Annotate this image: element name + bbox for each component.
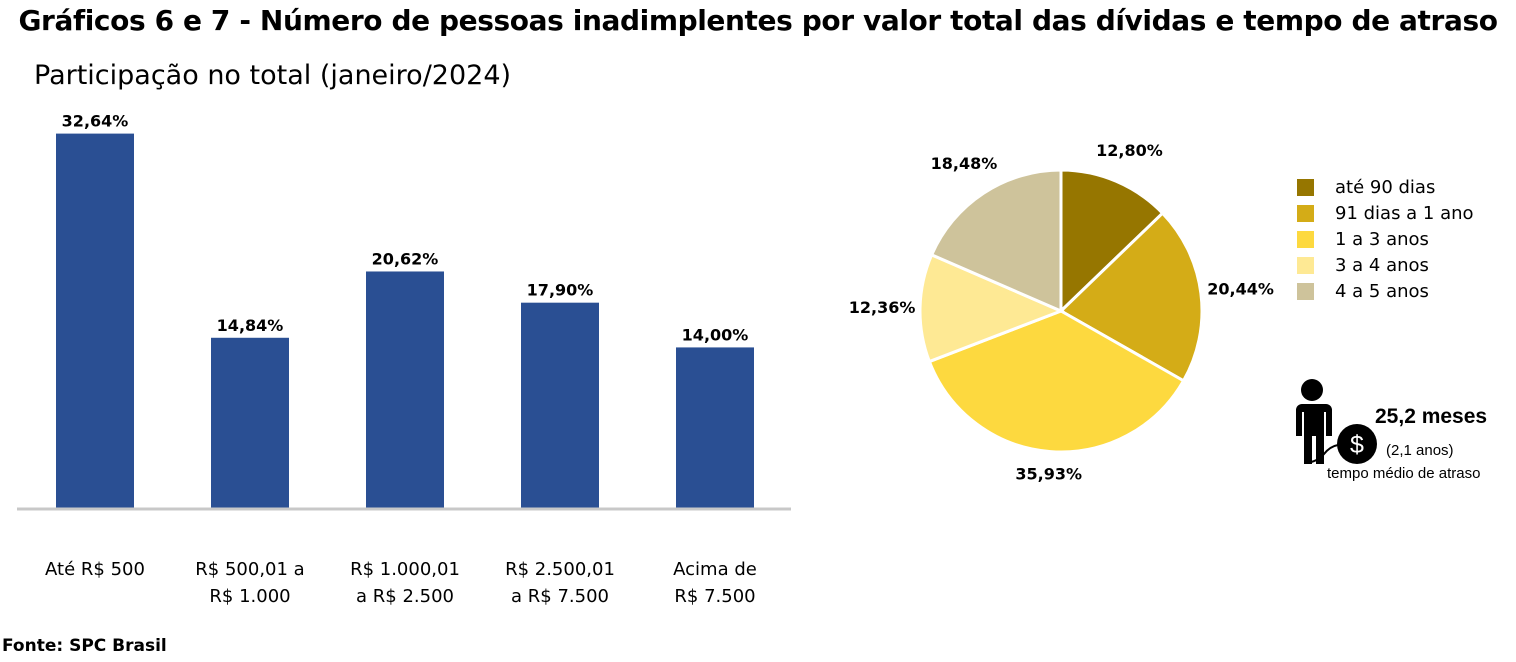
x-tick-label: R$ 1.000,01	[350, 559, 460, 580]
x-tick-label: R$ 500,01 a	[195, 559, 304, 580]
x-tick-label: a R$ 2.500	[356, 586, 454, 607]
legend-swatch	[1297, 256, 1314, 274]
source-note: Fonte: SPC Brasil	[2, 636, 167, 656]
pie-legend: até 90 dias 91 dias a 1 ano 1 a 3 anos 3 a …	[1297, 174, 1474, 304]
pie-chart: 12,80% 20,44% 35,93% 12,36% 18,48%	[849, 141, 1274, 484]
legend-swatch	[1297, 178, 1314, 196]
callout-sub: (2,1 anos)	[1386, 442, 1454, 459]
legend-item: 1 a 3 anos	[1297, 226, 1474, 252]
person-money-icon: $	[1296, 379, 1377, 464]
bar-data-label: 20,62%	[372, 249, 439, 268]
chart-title: Gráficos 6 e 7 - Número de pessoas inadi…	[18, 4, 1498, 37]
legend-label: 4 a 5 anos	[1335, 280, 1429, 302]
x-tick-label: Acima de	[673, 559, 757, 580]
legend-swatch	[1297, 282, 1314, 300]
x-tick-label: a R$ 7.500	[511, 586, 609, 607]
x-tick-label: R$ 2.500,01	[505, 559, 615, 580]
callout-description: tempo médio de atraso	[1327, 465, 1481, 482]
x-tick-label: R$ 7.500	[674, 586, 755, 607]
legend-swatch	[1297, 230, 1314, 248]
bar-data-label: 32,64%	[62, 112, 129, 131]
legend-label: 91 dias a 1 ano	[1335, 202, 1474, 224]
legend-label: 1 a 3 anos	[1335, 228, 1429, 250]
bar	[56, 133, 134, 508]
pie-data-label: 12,36%	[849, 298, 916, 317]
x-tick-label: R$ 1.000	[209, 586, 290, 607]
pie-data-label: 20,44%	[1207, 280, 1274, 299]
legend-item: até 90 dias	[1297, 174, 1474, 200]
x-tick-label: Até R$ 500	[45, 559, 145, 580]
pie-slice	[929, 168, 1063, 314]
legend-label: até 90 dias	[1335, 176, 1436, 198]
chart-subtitle: Participação no total (janeiro/2024)	[34, 60, 512, 91]
bar	[366, 271, 444, 508]
legend-item: 4 a 5 anos	[1297, 278, 1474, 304]
pie-slice	[1058, 211, 1204, 383]
pie-slice	[1059, 168, 1165, 315]
bar-data-label: 17,90%	[527, 281, 594, 300]
pie-data-label: 12,80%	[1096, 141, 1163, 160]
svg-text:$: $	[1350, 431, 1364, 459]
bar	[521, 302, 599, 508]
legend-item: 3 a 4 anos	[1297, 252, 1474, 278]
bar	[211, 337, 289, 508]
legend-swatch	[1297, 204, 1314, 222]
legend-label: 3 a 4 anos	[1335, 254, 1429, 276]
pie-data-label: 35,93%	[1015, 465, 1082, 484]
bar-data-label: 14,84%	[217, 316, 284, 335]
bar	[676, 347, 754, 508]
pie-data-label: 18,48%	[931, 154, 998, 173]
pie-slice	[918, 252, 1065, 364]
pie-slice	[927, 309, 1186, 454]
bar-chart: 32,64% Até R$ 500 14,84% R$ 500,01 a R$ 1.00…	[17, 112, 791, 607]
bar-data-label: 14,00%	[682, 325, 749, 344]
callout-value: 25,2 meses	[1375, 405, 1488, 428]
legend-item: 91 dias a 1 ano	[1297, 200, 1474, 226]
